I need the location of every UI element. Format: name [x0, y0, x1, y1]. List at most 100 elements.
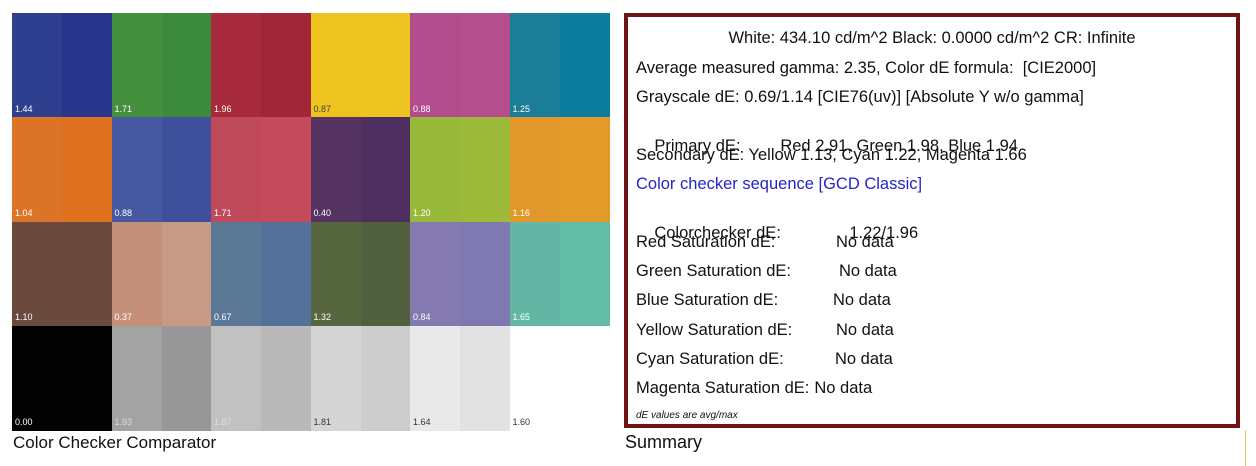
color-patch: 1.60	[509, 325, 610, 431]
color-patch: 0.40	[310, 117, 411, 222]
saturation-line: Green Saturation dE: No data	[636, 261, 897, 281]
patch-measured-half	[410, 117, 460, 222]
patch-de-value: 1.60	[512, 416, 531, 427]
patch-measured-half	[410, 325, 460, 431]
patch-measured-half	[12, 117, 62, 222]
patch-reference-half	[460, 13, 510, 118]
color-patch: 1.44	[12, 13, 112, 118]
patch-de-value: 1.04	[15, 208, 33, 218]
patch-reference-half	[559, 325, 610, 431]
summary-caption: Summary	[625, 432, 703, 452]
patch-reference-half	[360, 325, 411, 431]
patch-de-value: 1.71	[214, 208, 232, 218]
patch-measured-half	[509, 221, 560, 327]
patch-reference-half	[261, 117, 311, 222]
patch-de-value: 1.71	[114, 103, 133, 114]
patch-measured-half	[509, 117, 560, 222]
patch-de-value: 1.87	[214, 416, 232, 427]
patch-measured-half	[310, 325, 361, 431]
patch-de-value: 0.67	[214, 312, 232, 323]
color-checker-sequence-link[interactable]: Color checker sequence [GCD Classic]	[636, 175, 923, 193]
patch-measured-half	[509, 13, 560, 118]
saturation-line: Yellow Saturation dE: No data	[636, 320, 894, 340]
saturation-value: No data	[839, 262, 897, 281]
saturation-label: Blue Saturation dE:	[636, 291, 779, 310]
primary-line: Primary dE: Red 2.91, Green 1.98, Blue 1.…	[636, 116, 1018, 176]
patch-measured-half	[211, 325, 261, 431]
patch-de-value: 0.88	[114, 208, 133, 218]
divider	[1245, 430, 1246, 466]
patch-reference-half	[460, 221, 510, 327]
saturation-label: Yellow Saturation dE:	[636, 320, 793, 339]
saturation-line: Magenta Saturation dE: No data	[636, 378, 872, 398]
color-patch: 0.88	[410, 13, 510, 118]
patch-de-value: 1.44	[15, 103, 33, 114]
patch-reference-half	[161, 221, 212, 327]
patch-measured-half	[111, 221, 162, 327]
patch-reference-half	[559, 13, 610, 118]
summary-panel: White: 434.10 cd/m^2 Black: 0.0000 cd/m^…	[624, 13, 1240, 428]
patch-de-value: 1.64	[413, 416, 431, 427]
patch-reference-half	[360, 13, 411, 118]
color-patch: 0.67	[211, 221, 311, 327]
color-patch: 0.00	[12, 325, 112, 431]
color-patch: 1.87	[211, 325, 311, 431]
patch-reference-half	[62, 325, 112, 431]
color-checker-grid: 1.44 1.71 1.96 0.87 0.88 1.25 1.04 0.88 1.71 0.40…	[12, 13, 610, 431]
patch-de-value: 0.40	[313, 208, 332, 218]
color-patch: 0.88	[111, 117, 212, 222]
patch-reference-half	[559, 221, 610, 327]
color-patch: 1.71	[111, 13, 212, 118]
colorchecker-label: Colorchecker dE:	[654, 224, 781, 242]
saturation-value: No data	[814, 379, 873, 397]
patch-de-value: 1.20	[413, 208, 431, 218]
patch-measured-half	[12, 325, 62, 431]
saturation-line: Cyan Saturation dE: No data	[636, 349, 893, 369]
color-patch: 1.32	[310, 221, 411, 327]
patch-measured-half	[410, 13, 460, 118]
saturation-label: Red Saturation dE:	[636, 233, 776, 251]
patch-measured-half	[509, 325, 560, 431]
saturation-value: No data	[836, 233, 894, 251]
patch-reference-half	[261, 13, 311, 118]
saturation-label: Green Saturation dE:	[636, 262, 792, 281]
patch-de-value: 0.00	[15, 416, 33, 427]
color-patch: 0.87	[310, 13, 411, 118]
patch-reference-half	[360, 117, 411, 222]
patch-de-value: 1.16	[512, 208, 531, 218]
patch-measured-half	[310, 221, 361, 327]
color-patch: 0.84	[410, 221, 510, 327]
color-checker-caption: Color Checker Comparator	[13, 433, 217, 452]
colorchecker-line: Colorchecker dE: 1.22/1.96	[636, 203, 918, 263]
secondary-line: Secondary dE: Yellow 1.13, Cyan 1.22, Ma…	[636, 146, 1027, 164]
patch-measured-half	[211, 221, 261, 327]
saturation-value: No data	[835, 349, 893, 368]
patch-de-value: 1.32	[313, 312, 332, 323]
color-patch: 1.81	[310, 325, 411, 431]
saturation-value: No data	[833, 291, 891, 310]
patch-de-value: 0.37	[114, 312, 133, 323]
patch-measured-half	[12, 13, 62, 118]
patch-reference-half	[261, 221, 311, 327]
patch-reference-half	[460, 325, 510, 431]
patch-de-value: 1.65	[512, 312, 531, 323]
patch-measured-half	[111, 13, 162, 118]
color-patch: 1.71	[211, 117, 311, 222]
grayscale-line: Grayscale dE: 0.69/1.14 [CIE76(uv)] [Abs…	[636, 88, 1084, 106]
patch-measured-half	[111, 117, 162, 222]
saturation-label: Cyan Saturation dE:	[636, 349, 784, 368]
patch-measured-half	[211, 117, 261, 222]
patch-reference-half	[161, 325, 212, 431]
patch-reference-half	[460, 117, 510, 222]
color-patch: 1.16	[509, 117, 610, 222]
color-patch: 1.04	[12, 117, 112, 222]
saturation-line: Red Saturation dE: No data	[636, 232, 894, 252]
patch-reference-half	[261, 325, 311, 431]
patch-reference-half	[360, 221, 411, 327]
patch-measured-half	[310, 13, 361, 118]
patch-reference-half	[62, 117, 112, 222]
saturation-line: Blue Saturation dE: No data	[636, 290, 891, 310]
primary-label: Primary dE:	[654, 137, 741, 155]
patch-de-value: 1.96	[214, 103, 232, 114]
color-patch: 1.96	[211, 13, 311, 118]
